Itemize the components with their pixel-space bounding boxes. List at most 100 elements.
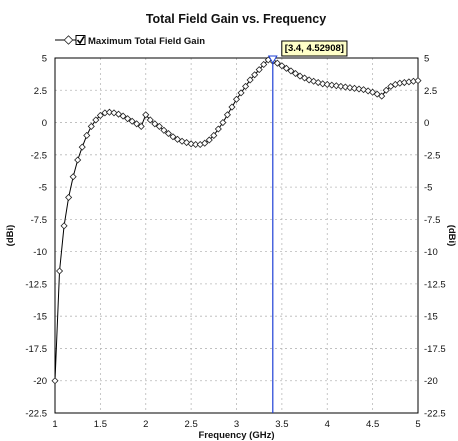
data-point — [155, 122, 163, 130]
y-ticks-left: 5 2.5 0 -2.5 -5 -7.5 -10 -12.5 -15 -17.5 -20 -22.5 — [25, 54, 47, 420]
data-point — [414, 77, 422, 85]
y-tick-label-right: 2.5 — [424, 86, 437, 97]
y-tick-label-right: -12.5 — [424, 279, 446, 290]
data-point — [83, 131, 91, 139]
data-point — [278, 62, 286, 70]
x-tick-label: 5 — [415, 419, 420, 430]
x-ticks: 1 1.5 2 2.5 3 3.5 4 4.5 5 — [52, 419, 420, 430]
data-point — [214, 125, 222, 133]
y-tick-label-right: -5 — [424, 183, 432, 194]
y-tick-label-right: -10 — [424, 247, 438, 258]
y-tick-label-left: -12.5 — [25, 279, 47, 290]
data-point — [378, 92, 386, 100]
legend-checkbox[interactable] — [75, 35, 86, 45]
data-point — [96, 111, 104, 119]
frequency-marker[interactable]: [3.4, 4.52908] — [267, 40, 348, 413]
data-point — [105, 108, 113, 116]
y-tick-label-left: -10 — [33, 247, 47, 258]
y-tick-label-left: 0 — [42, 118, 47, 129]
data-point — [69, 173, 77, 181]
y-tick-label-right: 0 — [424, 118, 429, 129]
data-point — [201, 139, 209, 147]
data-point — [405, 78, 413, 86]
y-tick-label-left: -5 — [39, 183, 47, 194]
x-axis-label: Frequency (GHz) — [198, 430, 274, 441]
x-tick-label: 2 — [143, 419, 148, 430]
legend-label: Maximum Total Field Gain — [88, 36, 205, 47]
legend: Maximum Total Field Gain — [55, 35, 205, 47]
y-tick-label-right: 5 — [424, 54, 429, 65]
x-tick-label: 3 — [234, 419, 239, 430]
data-point — [319, 80, 327, 88]
data-point — [323, 80, 331, 88]
data-point — [382, 86, 390, 94]
data-point — [242, 82, 250, 90]
data-point — [124, 115, 132, 123]
marker-triangle-icon[interactable] — [267, 55, 278, 65]
data-point — [164, 129, 172, 138]
data-point — [205, 136, 213, 144]
y-tick-label-right: -22.5 — [424, 409, 446, 420]
data-point — [65, 193, 73, 201]
x-tick-label: 1 — [52, 419, 57, 430]
x-tick-label: 3.5 — [275, 419, 288, 430]
series-max-total-field-gain — [51, 56, 422, 385]
data-point — [246, 76, 254, 84]
y-ticks-right: 5 2.5 0 -2.5 -5 -7.5 -10 -12.5 -15 -17.5 -20 -22.5 — [424, 54, 446, 420]
data-point — [396, 79, 404, 87]
data-point — [332, 82, 340, 90]
y-tick-label-right: -17.5 — [424, 344, 446, 355]
data-point — [51, 377, 59, 385]
data-point — [60, 222, 68, 230]
data-point — [219, 119, 227, 127]
data-point — [409, 77, 417, 85]
data-point — [74, 156, 82, 164]
y-tick-label-right: -2.5 — [424, 150, 440, 161]
y-tick-label-right: -15 — [424, 312, 438, 323]
data-point — [160, 126, 168, 134]
data-point — [92, 116, 100, 124]
data-point — [187, 140, 195, 148]
data-point — [355, 85, 363, 93]
data-point — [133, 120, 141, 128]
data-point — [232, 95, 241, 103]
data-point — [400, 78, 408, 87]
y-tick-label-left: -15 — [33, 312, 47, 323]
data-point — [287, 67, 295, 75]
data-point — [291, 69, 300, 78]
checkmark-icon — [76, 36, 85, 45]
y-tick-label-left: -22.5 — [25, 409, 47, 420]
x-tick-label: 1.5 — [94, 419, 107, 430]
chart-title: Total Field Gain vs. Frequency — [146, 12, 326, 26]
data-point — [119, 112, 127, 120]
data-point — [350, 84, 359, 92]
x-tick-label: 4.5 — [366, 419, 379, 430]
data-point — [346, 84, 354, 92]
checkbox-box[interactable] — [75, 35, 86, 45]
data-point — [273, 59, 281, 67]
data-point — [142, 111, 150, 119]
y-axis-label-left: (dBi) — [5, 225, 16, 247]
plot-frame — [54, 57, 419, 414]
data-point — [146, 116, 154, 124]
x-tick-label: 2.5 — [185, 419, 198, 430]
legend-marker-swatch — [63, 35, 74, 45]
data-point — [328, 81, 336, 89]
data-point — [192, 140, 200, 149]
data-point — [260, 60, 268, 68]
marker-annotation-box — [281, 40, 348, 57]
data-point — [237, 89, 245, 97]
data-point — [56, 267, 64, 275]
data-point — [137, 122, 145, 130]
y-tick-label-right: -20 — [424, 376, 438, 387]
data-point — [101, 109, 109, 117]
data-point — [251, 71, 259, 79]
x-tick-label: 4 — [325, 419, 330, 430]
data-point — [210, 131, 218, 139]
y-tick-label-left: 5 — [42, 54, 47, 65]
y-tick-label-right: -7.5 — [424, 215, 440, 226]
data-point — [78, 143, 86, 151]
y-tick-label-left: -2.5 — [31, 150, 47, 161]
data-point — [151, 120, 159, 128]
